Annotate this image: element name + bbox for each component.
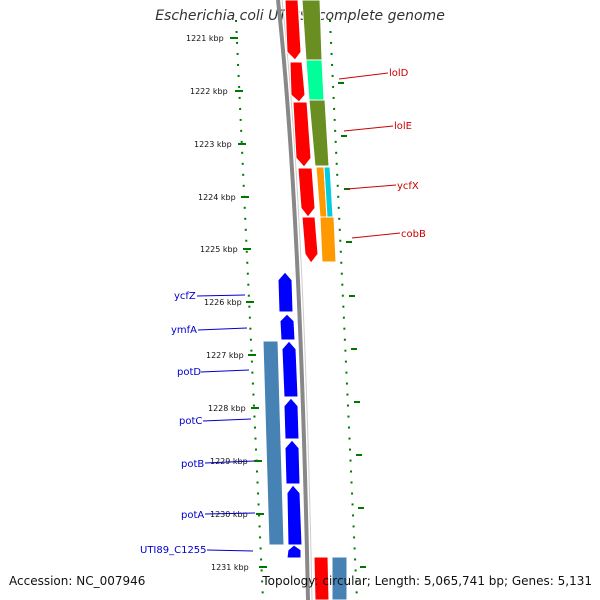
gene-label-lolE[interactable]: lolE	[394, 121, 412, 132]
cog-block-lolE	[308, 99, 330, 167]
cds-arrow-ycfZ	[277, 271, 294, 313]
genome-summary: Topology: circular; Length: 5,065,741 bp…	[262, 574, 592, 588]
reverse-cds-track	[277, 271, 303, 559]
cog-block-lolD	[305, 59, 325, 101]
tick-label: 1225 kbp	[200, 245, 238, 254]
left-gene-labels: ycfZ ymfA potD potC potB potA UTI89_C125…	[140, 291, 256, 556]
cog-track-forward	[301, 0, 348, 600]
accession-label: Accession: NC_007946	[9, 574, 146, 588]
forward-cds-track	[284, 0, 330, 600]
gene-label-UTI89_C1255[interactable]: UTI89_C1255	[140, 545, 207, 556]
gene-label-ymfA[interactable]: ymfA	[171, 325, 197, 336]
cds-arrow-cobB	[301, 216, 319, 264]
tick-label: 1222 kbp	[190, 87, 228, 96]
cds-arrow-UTI89_C1255	[286, 544, 302, 559]
right-gene-labels: lolD lolE ycfX cobB	[338, 68, 426, 240]
cds-arrow-potB	[284, 439, 301, 485]
tick-label: 1228 kbp	[208, 404, 246, 413]
gene-label-ycfZ[interactable]: ycfZ	[174, 291, 196, 302]
tick-label: 1221 kbp	[186, 34, 224, 43]
cds-arrow-potA	[286, 484, 303, 546]
cds-arrow-ycfX	[297, 167, 316, 218]
gene-label-potB[interactable]: potB	[181, 459, 204, 470]
cds-arrow	[289, 61, 306, 103]
gene-label-lolD[interactable]: lolD	[389, 68, 409, 79]
cog-block-cobB	[319, 216, 337, 263]
cds-arrow-potC	[283, 397, 300, 440]
tick-label: 1226 kbp	[204, 298, 242, 307]
gene-label-potD[interactable]: potD	[177, 367, 201, 378]
genome-backbone	[276, 0, 310, 600]
cds-arrow-potD	[281, 340, 299, 398]
cog-block-pot-operon	[262, 340, 285, 546]
gene-label-cobB[interactable]: cobB	[401, 229, 426, 240]
scale-ticks	[230, 37, 267, 568]
tick-label: 1223 kbp	[194, 140, 232, 149]
cds-arrow-lolD	[292, 101, 312, 168]
gene-label-potA[interactable]: potA	[181, 510, 204, 521]
cds-arrow-bottom	[313, 556, 330, 600]
tick-label: 1227 kbp	[206, 351, 244, 360]
tick-label: 1224 kbp	[198, 193, 236, 202]
cds-arrow-ymfA	[279, 313, 296, 341]
cog-block-bottom	[331, 556, 348, 600]
tick-label: 1229 kbp	[210, 457, 248, 466]
cog-block-top	[301, 0, 323, 61]
tick-label: 1231 kbp	[211, 563, 249, 572]
gene-label-potC[interactable]: potC	[179, 416, 202, 427]
gene-label-ycfX[interactable]: ycfX	[397, 181, 419, 192]
tick-label: 1230 kbp	[210, 510, 248, 519]
map-title: Escherichia coli UTI89, complete genome	[155, 8, 445, 24]
cds-arrow	[284, 0, 302, 61]
